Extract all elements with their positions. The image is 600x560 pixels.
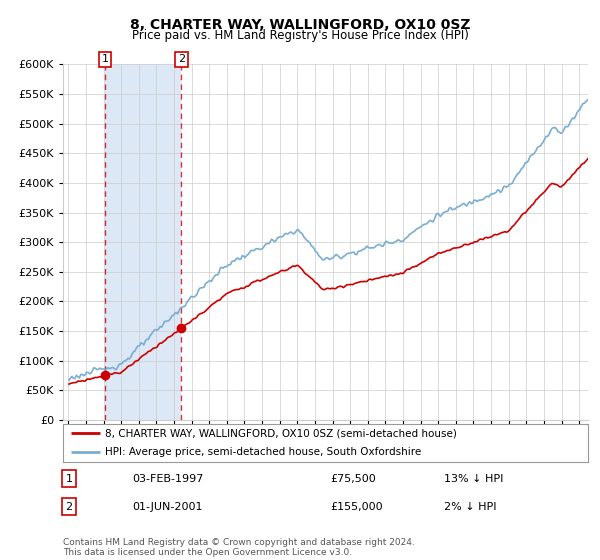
Text: 1: 1 — [65, 474, 73, 484]
Text: 8, CHARTER WAY, WALLINGFORD, OX10 0SZ (semi-detached house): 8, CHARTER WAY, WALLINGFORD, OX10 0SZ (s… — [105, 428, 457, 438]
Bar — [105, 64, 181, 420]
Text: 01-JUN-2001: 01-JUN-2001 — [132, 502, 203, 512]
Text: Contains HM Land Registry data © Crown copyright and database right 2024.
This d: Contains HM Land Registry data © Crown c… — [63, 538, 415, 557]
Text: Price paid vs. HM Land Registry's House Price Index (HPI): Price paid vs. HM Land Registry's House … — [131, 29, 469, 42]
Text: 1: 1 — [101, 54, 109, 64]
Text: 2: 2 — [178, 54, 185, 64]
Text: £75,500: £75,500 — [330, 474, 376, 484]
Text: 13% ↓ HPI: 13% ↓ HPI — [444, 474, 503, 484]
Text: 8, CHARTER WAY, WALLINGFORD, OX10 0SZ: 8, CHARTER WAY, WALLINGFORD, OX10 0SZ — [130, 18, 470, 32]
Text: 2% ↓ HPI: 2% ↓ HPI — [444, 502, 497, 512]
Text: HPI: Average price, semi-detached house, South Oxfordshire: HPI: Average price, semi-detached house,… — [105, 447, 421, 458]
Text: 03-FEB-1997: 03-FEB-1997 — [132, 474, 203, 484]
Text: 2: 2 — [65, 502, 73, 512]
Text: £155,000: £155,000 — [330, 502, 383, 512]
